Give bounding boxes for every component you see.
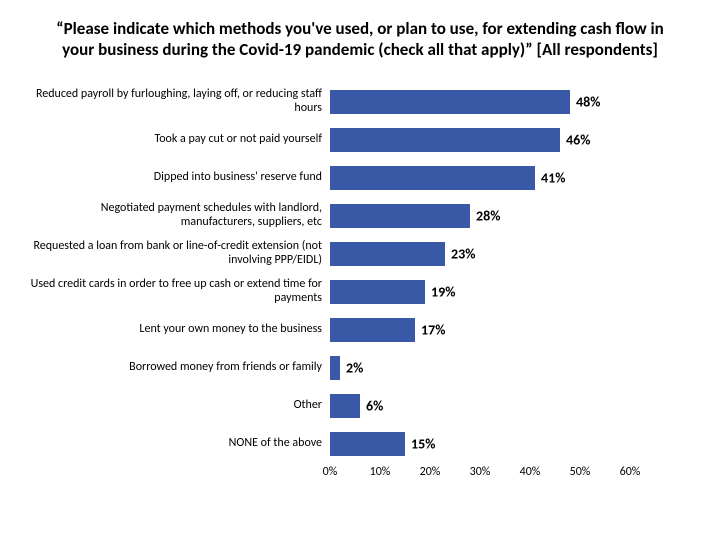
chart-plot-area: Reduced payroll by furloughing, laying o… xyxy=(30,75,690,495)
x-tick-label: 10% xyxy=(370,465,391,479)
bar xyxy=(330,318,415,342)
value-label: 15% xyxy=(411,435,435,452)
category-label: Used credit cards in order to free up ca… xyxy=(30,278,330,306)
bar xyxy=(330,280,425,304)
chart-row: NONE of the above 15% xyxy=(30,425,690,463)
bar xyxy=(330,432,405,456)
chart-container: “Please indicate which methods you've us… xyxy=(0,0,720,540)
bar xyxy=(330,166,535,190)
category-label: Other xyxy=(30,399,330,413)
value-label: 23% xyxy=(451,245,475,262)
x-tick-label: 30% xyxy=(470,465,491,479)
chart-row: Dipped into business' reserve fund 41% xyxy=(30,159,690,197)
chart-row: Negotiated payment schedules with landlo… xyxy=(30,197,690,235)
value-label: 17% xyxy=(421,321,445,338)
bar xyxy=(330,242,445,266)
x-tick-label: 40% xyxy=(520,465,541,479)
category-label: Borrowed money from friends or family xyxy=(30,361,330,375)
bar xyxy=(330,204,470,228)
bar-area: 2% xyxy=(330,349,630,387)
bar-area: 6% xyxy=(330,387,630,425)
chart-row: Took a pay cut or not paid yourself 46% xyxy=(30,121,690,159)
chart-row: Used credit cards in order to free up ca… xyxy=(30,273,690,311)
bar xyxy=(330,128,560,152)
value-label: 46% xyxy=(566,131,590,148)
category-label: Lent your own money to the business xyxy=(30,323,330,337)
chart-row: Requested a loan from bank or line-of-cr… xyxy=(30,235,690,273)
bar-area: 17% xyxy=(330,311,630,349)
x-tick-label: 60% xyxy=(620,465,641,479)
value-label: 19% xyxy=(431,283,455,300)
x-tick-label: 50% xyxy=(570,465,591,479)
bar-area: 19% xyxy=(330,273,630,311)
bar xyxy=(330,394,360,418)
bar-area: 15% xyxy=(330,425,630,463)
bar-area: 28% xyxy=(330,197,630,235)
category-label: Took a pay cut or not paid yourself xyxy=(30,133,330,147)
chart-row: Borrowed money from friends or family 2% xyxy=(30,349,690,387)
x-axis: 0%10%20%30%40%50%60% xyxy=(330,463,630,483)
value-label: 28% xyxy=(476,207,500,224)
value-label: 41% xyxy=(541,169,565,186)
category-label: Reduced payroll by furloughing, laying o… xyxy=(30,88,330,116)
category-label: NONE of the above xyxy=(30,437,330,451)
bar xyxy=(330,356,340,380)
chart-row: Lent your own money to the business 17% xyxy=(30,311,690,349)
x-tick-label: 20% xyxy=(420,465,441,479)
category-label: Negotiated payment schedules with landlo… xyxy=(30,202,330,230)
bar-area: 23% xyxy=(330,235,630,273)
bar-area: 48% xyxy=(330,83,630,121)
bar xyxy=(330,90,570,114)
category-label: Requested a loan from bank or line-of-cr… xyxy=(30,240,330,268)
chart-row: Reduced payroll by furloughing, laying o… xyxy=(30,83,690,121)
bar-area: 41% xyxy=(330,159,630,197)
bar-area: 46% xyxy=(330,121,630,159)
value-label: 48% xyxy=(576,93,600,110)
chart-title: “Please indicate which methods you've us… xyxy=(40,18,680,61)
chart-row: Other 6% xyxy=(30,387,690,425)
x-tick-label: 0% xyxy=(323,465,338,479)
value-label: 6% xyxy=(366,397,383,414)
category-label: Dipped into business' reserve fund xyxy=(30,171,330,185)
value-label: 2% xyxy=(346,359,363,376)
